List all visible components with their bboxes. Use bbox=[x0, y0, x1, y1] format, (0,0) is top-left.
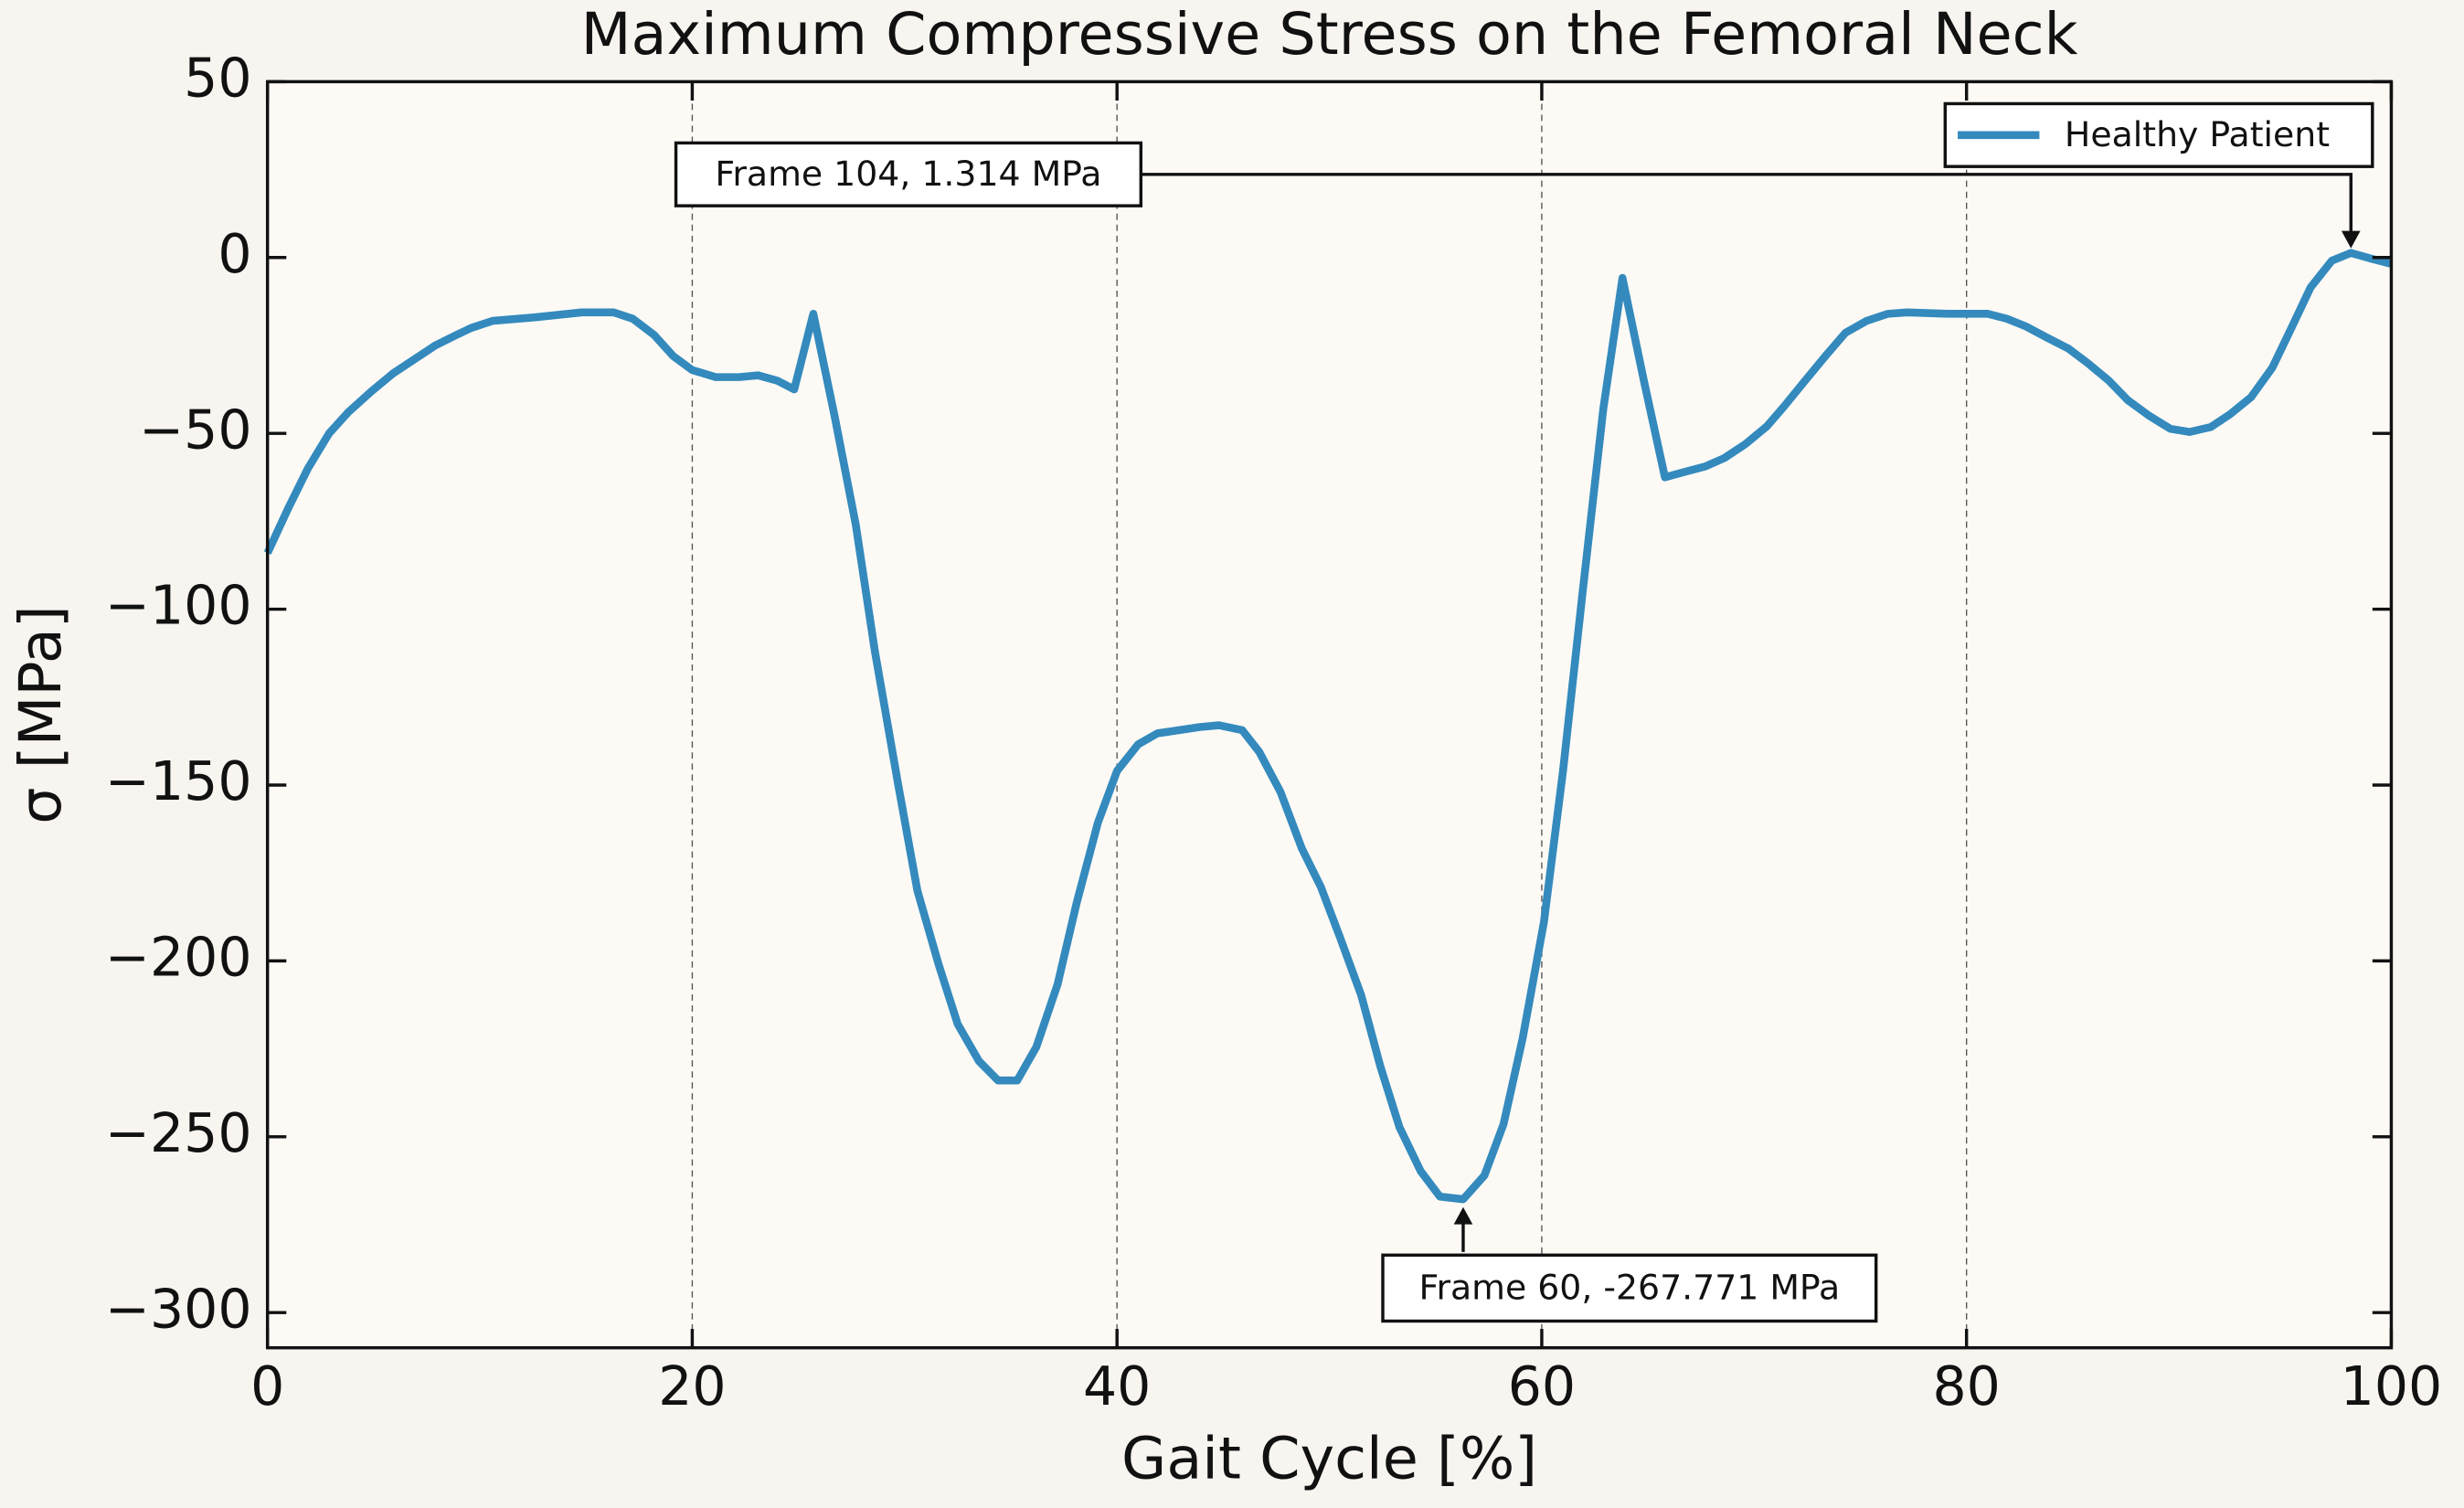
x-tick-label: 100 bbox=[2341, 1355, 2443, 1418]
x-axis-label: Gait Cycle [%] bbox=[1121, 1425, 1537, 1492]
annotation-text: Frame 104, 1.314 MPa bbox=[715, 154, 1101, 194]
y-tick-label: 0 bbox=[218, 223, 251, 285]
marks bbox=[263, 249, 2393, 1204]
x-tick-label: 20 bbox=[658, 1355, 726, 1418]
annotations: Frame 104, 1.314 MPa Frame 60, -267.771 M… bbox=[674, 141, 2361, 1323]
x-tick-label: 40 bbox=[1083, 1355, 1151, 1418]
x-tick-label: 0 bbox=[250, 1355, 284, 1418]
plot-area bbox=[267, 81, 2392, 1348]
y-tick-label: −100 bbox=[105, 575, 251, 637]
chart-title: Maximum Compressive Stress on the Femora… bbox=[581, 0, 2078, 68]
y-tick-label: −50 bbox=[139, 398, 251, 461]
annotation-arrowhead bbox=[1453, 1206, 1473, 1225]
x-tick-label: 60 bbox=[1508, 1355, 1576, 1418]
legend: Healthy Patient bbox=[1943, 101, 2374, 168]
annotation-box bbox=[1381, 1253, 1878, 1323]
annotation-box bbox=[674, 141, 1143, 207]
series-line bbox=[263, 249, 2393, 1204]
plot-frame bbox=[265, 80, 2394, 1350]
y-axis-label: σ [MPa] bbox=[6, 605, 74, 823]
y-tick-label: −250 bbox=[105, 1102, 251, 1164]
grid bbox=[691, 81, 1968, 1348]
annotation-text: Frame 60, -267.771 MPa bbox=[1418, 1268, 1840, 1308]
y-tick-label: −150 bbox=[105, 750, 251, 812]
y-tick-label: −300 bbox=[105, 1278, 251, 1340]
annotation-arrowhead bbox=[2341, 230, 2361, 249]
x-tick-label: 80 bbox=[1933, 1355, 2001, 1418]
annotation-arrow bbox=[1141, 173, 2353, 235]
y-tick-label: 50 bbox=[184, 47, 251, 109]
ticks: 0 20 40 60 80 100 −300 −250 −200 −150 −100 −50 0 50 bbox=[105, 47, 2442, 1418]
y-tick-label: −200 bbox=[105, 927, 251, 989]
legend-label: Healthy Patient bbox=[2065, 114, 2330, 154]
